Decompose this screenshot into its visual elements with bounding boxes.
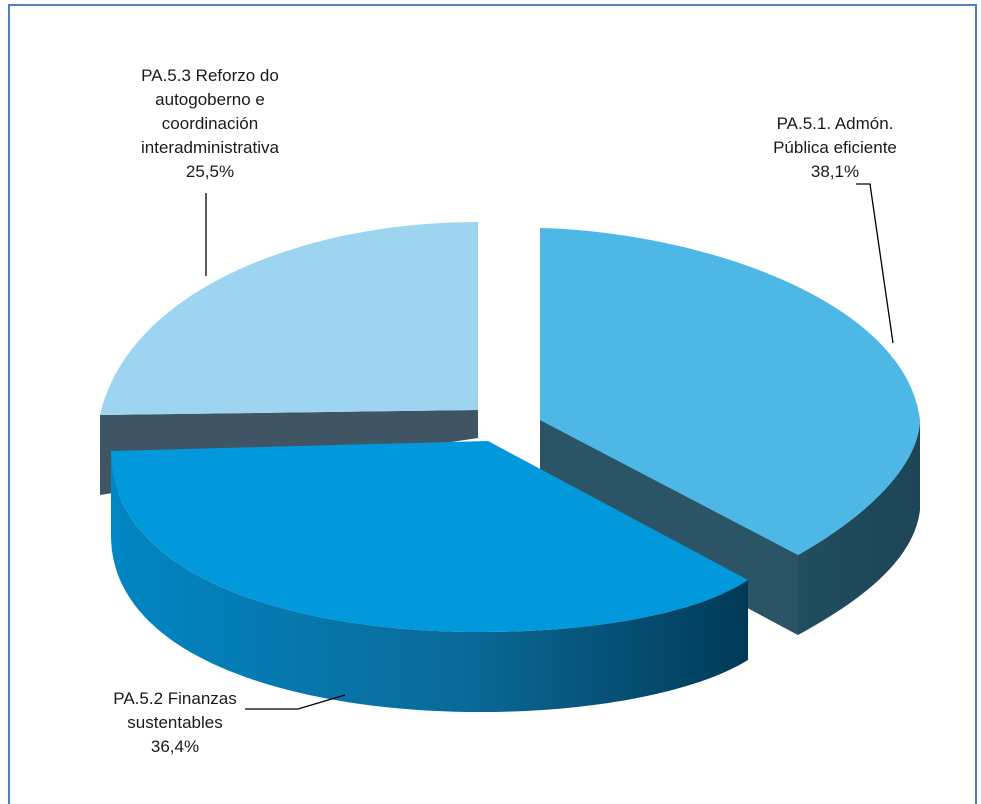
label-pa-5-1-value: 38,1% <box>810 162 860 181</box>
leader-line-pa-5-2 <box>245 694 346 710</box>
label-pa-5-2-value: 36,4% <box>150 737 200 756</box>
label-pa-5-1-line-1: PA.5.1. Admón. <box>776 114 894 133</box>
label-pa-5-3-line-2: autogoberno e <box>155 90 265 109</box>
slice-pa-5-1[interactable] <box>540 228 920 555</box>
slice-side-pa-5-2 <box>111 451 748 712</box>
label-pa-5-3-value: 25,5% <box>185 162 235 181</box>
slice-pa-5-3[interactable] <box>100 222 478 415</box>
slice-pa-5-2[interactable] <box>111 441 748 632</box>
label-pa-5-3-line-1: PA.5.3 Reforzo do <box>141 66 279 85</box>
label-pa-5-3: PA.5.3 Reforzo do autogoberno e coordina… <box>92 64 328 184</box>
label-pa-5-1: PA.5.1. Admón. Pública eficiente 38,1% <box>735 112 935 184</box>
label-pa-5-2-line-2: sustentables <box>127 713 223 732</box>
label-pa-5-3-line-3: coordinación <box>161 114 259 133</box>
leader-line-pa-5-1 <box>856 183 894 344</box>
label-pa-5-3-line-4: interadministrativa <box>141 138 279 157</box>
label-pa-5-2: PA.5.2 Finanzas sustentables 36,4% <box>70 687 280 759</box>
chart-frame <box>8 4 977 804</box>
label-pa-5-1-line-2: Pública eficiente <box>773 138 897 157</box>
label-pa-5-2-line-1: PA.5.2 Finanzas <box>113 689 237 708</box>
